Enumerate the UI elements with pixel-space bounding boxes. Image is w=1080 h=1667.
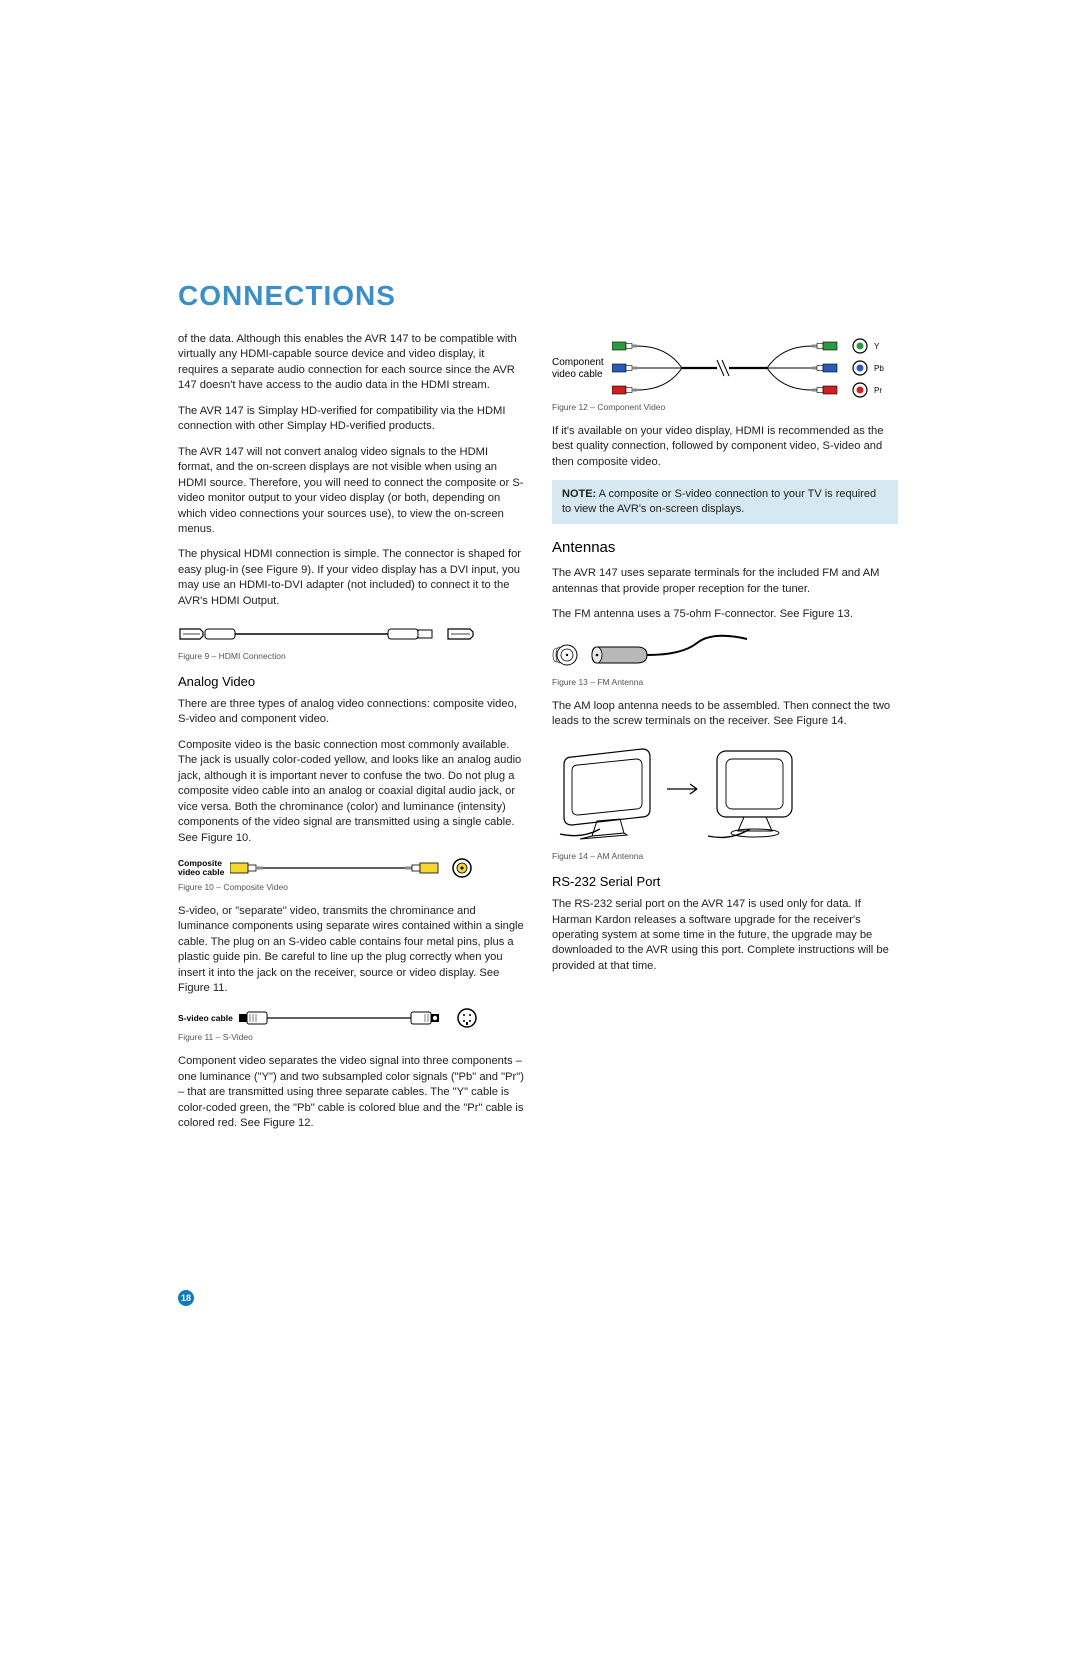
para: The AVR 147 uses separate terminals for … xyxy=(552,566,898,597)
figure-caption: Figure 10 – Composite Video xyxy=(178,882,524,894)
svg-text:Pr: Pr xyxy=(874,386,882,395)
figure-composite: Composite video cable xyxy=(178,856,524,880)
para: The RS-232 serial port on the AVR 147 is… xyxy=(552,897,898,974)
figure-caption: Figure 14 – AM Antenna xyxy=(552,851,898,863)
figure-svideo: S-video cable xyxy=(178,1006,524,1030)
para: Component video separates the video sign… xyxy=(178,1054,524,1131)
right-column: Component video cable xyxy=(552,332,898,1141)
para: The AVR 147 is Simplay HD-verified for c… xyxy=(178,404,524,435)
figure-fm-antenna xyxy=(552,633,898,675)
subheading-rs232: RS-232 Serial Port xyxy=(552,873,898,891)
svg-text:Pb: Pb xyxy=(874,364,884,373)
left-column: of the data. Although this enables the A… xyxy=(178,332,524,1141)
figure-hdmi xyxy=(178,619,524,649)
component-label: Component video cable xyxy=(552,357,604,381)
figure-caption: Figure 9 – HDMI Connection xyxy=(178,651,524,663)
note-box: NOTE: A composite or S-video connection … xyxy=(552,480,898,524)
para: There are three types of analog video co… xyxy=(178,697,524,728)
para: The AM loop antenna needs to be assemble… xyxy=(552,699,898,730)
figure-caption: Figure 11 – S-Video xyxy=(178,1032,524,1044)
subheading-analog-video: Analog Video xyxy=(178,673,524,691)
figure-component: Component video cable xyxy=(552,338,898,400)
svg-text:Y: Y xyxy=(874,342,880,351)
para: of the data. Although this enables the A… xyxy=(178,332,524,394)
figure-am-antenna xyxy=(552,739,898,849)
para: S-video, or "separate" video, transmits … xyxy=(178,904,524,997)
para: The AVR 147 will not convert analog vide… xyxy=(178,445,524,538)
note-label: NOTE: xyxy=(562,488,596,500)
para: Composite video is the basic connection … xyxy=(178,738,524,846)
svideo-label: S-video cable xyxy=(178,1013,233,1025)
para: The physical HDMI connection is simple. … xyxy=(178,547,524,609)
composite-label: Composite video cable xyxy=(178,859,224,878)
figure-caption: Figure 12 – Component Video xyxy=(552,402,898,414)
para: The FM antenna uses a 75-ohm F-connector… xyxy=(552,607,898,622)
figure-caption: Figure 13 – FM Antenna xyxy=(552,677,898,689)
page-number-badge: 18 xyxy=(178,1290,194,1306)
para: If it's available on your video display,… xyxy=(552,424,898,470)
subheading-antennas: Antennas xyxy=(552,538,898,559)
page-title: CONNECTIONS xyxy=(178,280,898,312)
two-column-layout: of the data. Although this enables the A… xyxy=(178,332,898,1141)
note-text: A composite or S-video connection to you… xyxy=(562,488,876,515)
